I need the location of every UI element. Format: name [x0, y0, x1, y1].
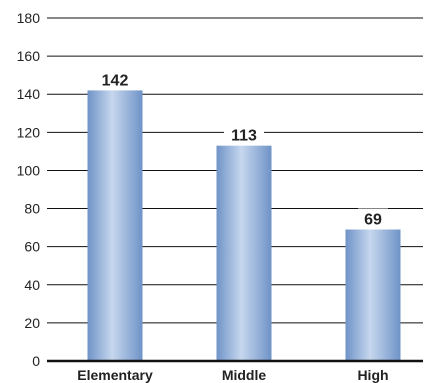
data-label-background: [224, 124, 264, 145]
x-axis: Elementary Middle High: [47, 359, 423, 383]
data-label-background: [358, 208, 388, 229]
y-tick-label: 80: [24, 201, 40, 217]
bar-elementary: [87, 90, 143, 362]
y-tick-label: 160: [17, 48, 41, 64]
data-labels: 142 113 69: [95, 69, 388, 229]
y-axis-tick-labels: 0 20 40 60 80 100 120 140 160 180: [17, 10, 41, 369]
data-label-elementary: 142: [102, 72, 129, 89]
data-label-middle: 113: [231, 128, 257, 145]
data-label-background: [95, 69, 135, 90]
y-tick-label: 0: [32, 353, 40, 369]
y-tick-label: 100: [17, 162, 41, 178]
y-tick-label: 60: [24, 239, 40, 255]
x-category-label: Elementary: [77, 367, 153, 383]
y-tick-label: 120: [17, 124, 41, 140]
x-category-label: Middle: [222, 367, 267, 383]
y-tick-label: 180: [17, 10, 41, 26]
data-label-high: 69: [364, 212, 382, 229]
bars: [87, 90, 401, 362]
y-tick-label: 140: [17, 86, 41, 102]
y-tick-label: 20: [24, 315, 40, 331]
bar-high: [345, 229, 401, 361]
x-category-label: High: [357, 367, 388, 383]
y-tick-label: 40: [24, 277, 40, 293]
bar-middle: [216, 145, 272, 361]
